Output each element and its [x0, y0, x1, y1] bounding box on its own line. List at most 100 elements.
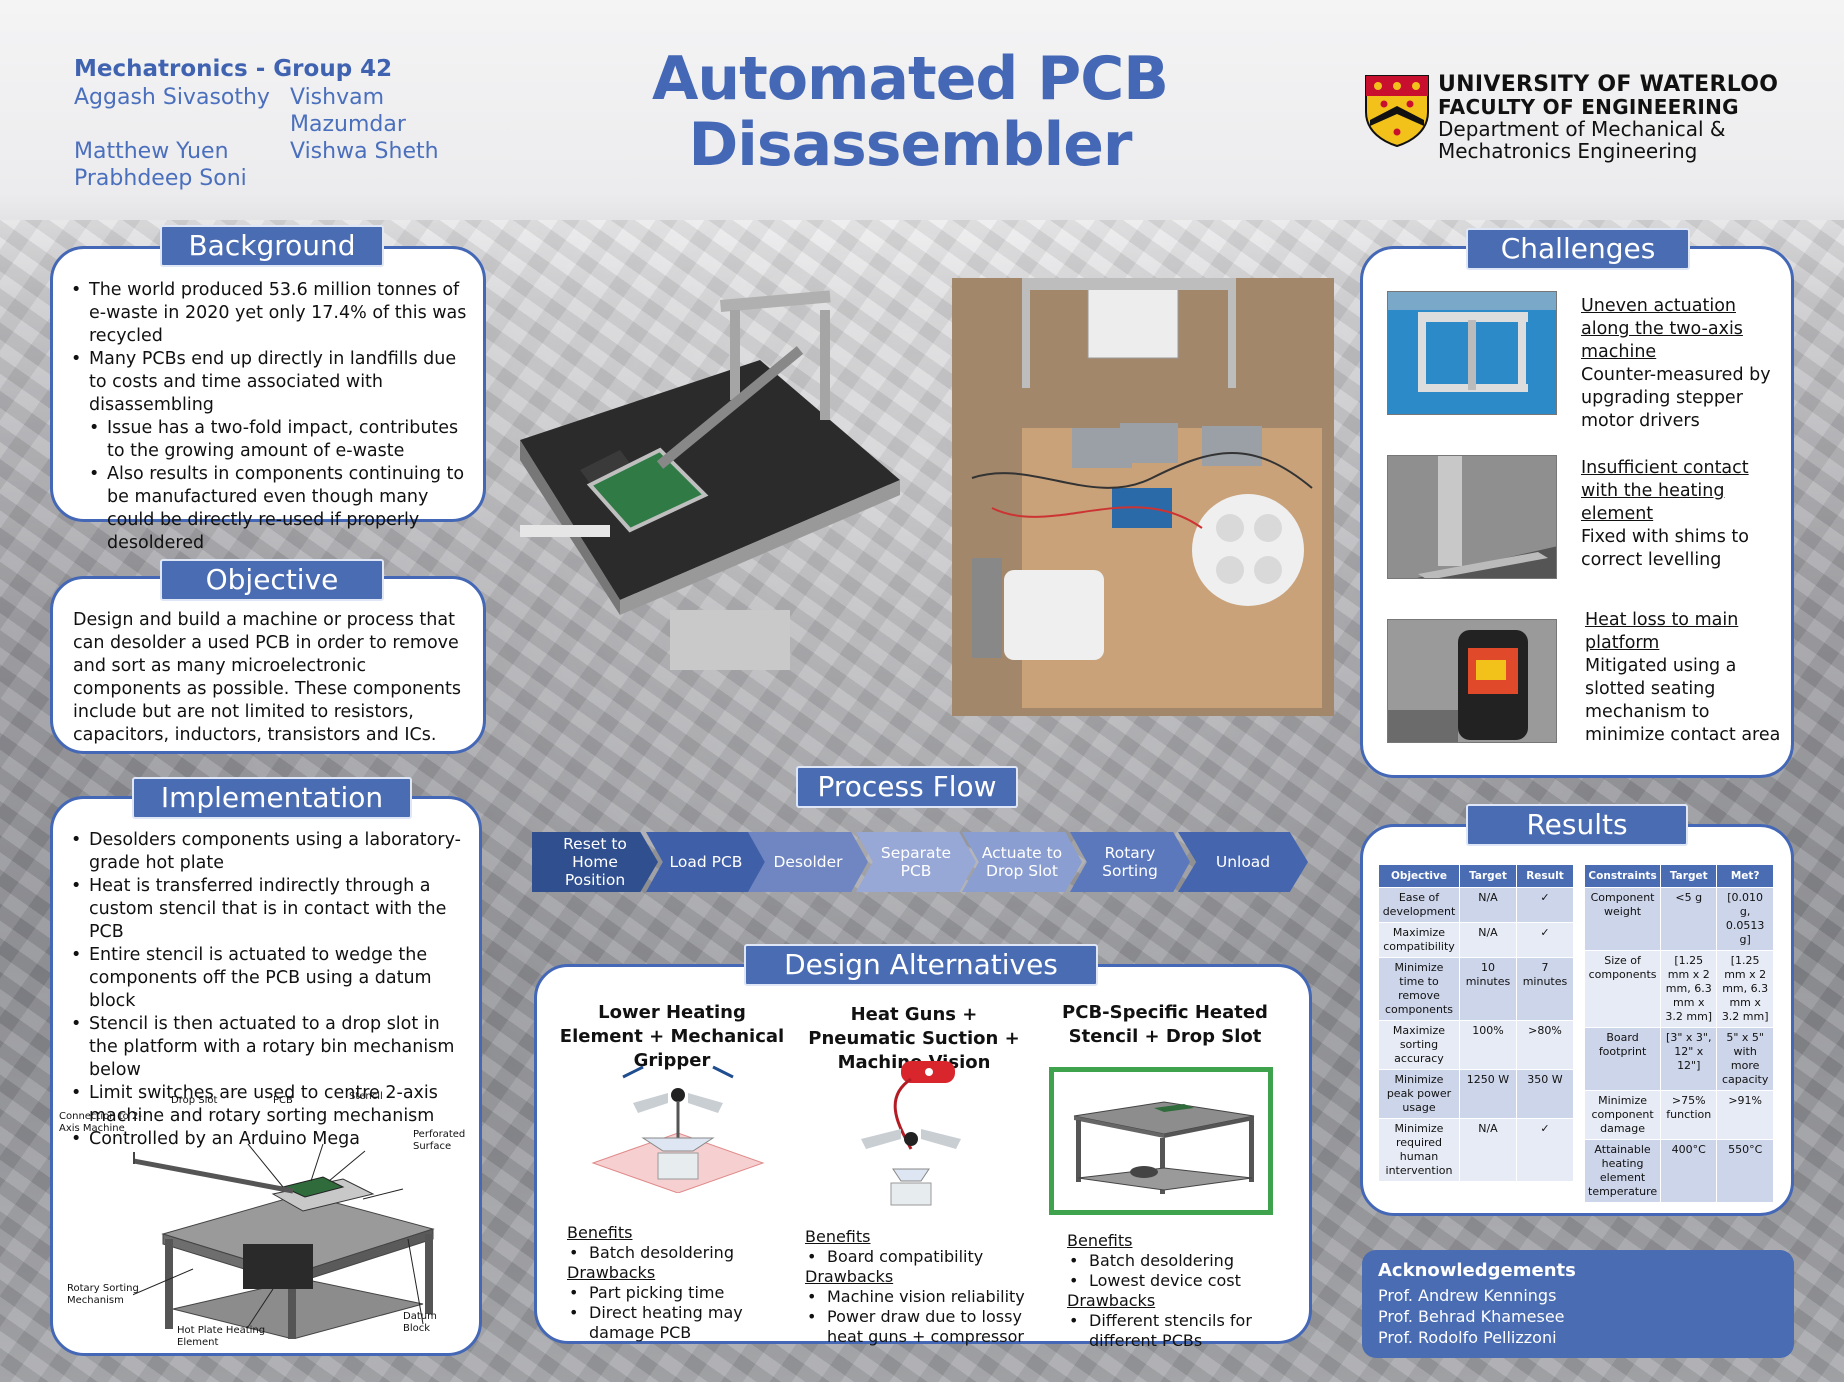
table-cell: [0.010 g, 0.0513 g]	[1716, 887, 1774, 951]
objectives-table: Objective Target Result Ease of development…	[1378, 864, 1575, 1182]
table-cell: N/A	[1458, 1118, 1517, 1182]
title-line-1: Automated PCB	[651, 44, 1169, 114]
table-row: Minimize component damage >75% function >9…	[1583, 1090, 1774, 1140]
label-rotary: Rotary Sorting Mechanism	[67, 1283, 139, 1306]
list-item: Issue has a two-fold impact, contributes…	[69, 417, 469, 463]
challenge-image-2	[1387, 455, 1557, 579]
table-row: Board footprint [3" x 3", 12" x 12"] 5" x …	[1583, 1027, 1774, 1091]
crest-icon	[1365, 75, 1429, 148]
challenges-heading: Challenges	[1466, 228, 1690, 270]
implementation-list: Desolders components using a laboratory-…	[69, 829, 469, 1151]
option-details-1: Benefits Batch desoldering Drawbacks Par…	[567, 1223, 787, 1343]
acknowledgements: Acknowledgements Prof. Andrew Kennings P…	[1362, 1250, 1794, 1358]
gripper-diagram	[591, 1065, 765, 1193]
challenge-image-3	[1387, 619, 1557, 743]
machine-cad-diagram	[133, 1143, 435, 1339]
process-step: Load PCB	[646, 832, 766, 892]
label-perforated: Perforated Surface	[413, 1129, 466, 1152]
label-connection: Connection to 2-Axis Machine	[59, 1111, 142, 1134]
design-alternatives-panel: Lower Heating Element + Mechanical Gripp…	[534, 964, 1312, 1350]
list-item: Many PCBs end up directly in landfills d…	[69, 348, 469, 417]
drawbacks-label: Drawbacks	[567, 1263, 656, 1282]
table-cell: Minimize time to remove components	[1378, 957, 1460, 1021]
drawback-item: Part picking time	[567, 1283, 787, 1303]
background-panel: The world produced 53.6 million tonnes o…	[50, 246, 486, 553]
table-cell: ✓	[1515, 922, 1575, 958]
acknowledgements-heading: Acknowledgements	[1378, 1260, 1576, 1281]
table-cell: ✓	[1515, 1118, 1575, 1182]
challenge-text: Mitigated using a slotted seating mechan…	[1585, 656, 1781, 745]
implementation-heading: Implementation	[132, 777, 412, 819]
faculty-name: FACULTY OF ENGINEERING	[1438, 95, 1739, 119]
list-item: Heat is transferred indirectly through a…	[69, 875, 469, 944]
table-header: Constraints	[1583, 864, 1662, 888]
challenges-panel: Uneven actuation along the two-axis mach…	[1360, 246, 1794, 778]
label-datum: Datum Block	[403, 1311, 437, 1334]
process-flow-heading: Process Flow	[796, 766, 1018, 808]
option-heading-3: PCB-Specific Heated Stencil + Drop Slot	[1062, 1002, 1268, 1047]
table-cell: >91%	[1716, 1090, 1774, 1140]
table-cell: Board footprint	[1583, 1027, 1662, 1091]
author-name: Matthew Yuen	[74, 139, 229, 164]
table-cell: Minimize peak power usage	[1378, 1069, 1460, 1119]
challenge-image-1	[1387, 291, 1557, 415]
table-cell: 550°C	[1716, 1139, 1774, 1203]
table-cell: Component weight	[1583, 887, 1662, 951]
design-alternatives-heading: Design Alternatives	[744, 944, 1098, 986]
group-name: Mechatronics - Group 42	[74, 56, 393, 82]
table-header: Result	[1515, 864, 1575, 888]
option-details-2: Benefits Board compatibility Drawbacks M…	[805, 1227, 1035, 1347]
table-cell: <5 g	[1660, 887, 1718, 951]
challenge-text: Fixed with shims to correct levelling	[1581, 527, 1749, 570]
process-step: Desolder	[748, 832, 868, 892]
benefits-label: Benefits	[567, 1223, 633, 1242]
table-row: Component weight <5 g [0.010 g, 0.0513 g]	[1583, 887, 1774, 951]
benefit-item: Batch desoldering	[1067, 1251, 1297, 1271]
author-block: Mechatronics - Group 42 Aggash Sivasothy…	[74, 56, 504, 192]
table-cell: Attainable heating element temperature	[1583, 1139, 1662, 1203]
table-cell: [1.25 mm x 2 mm, 6.3 mm x 3.2 mm]	[1660, 950, 1718, 1028]
university-name: UNIVERSITY OF WATERLOO	[1438, 72, 1779, 97]
table-row: Maximize sorting accuracy 100% >80%	[1378, 1020, 1575, 1070]
table-header: Target	[1458, 864, 1517, 888]
selected-design-highlight	[1049, 1067, 1273, 1215]
table-cell: N/A	[1458, 887, 1517, 923]
table-header: Met?	[1716, 864, 1774, 888]
option-details-3: Benefits Batch desoldering Lowest device…	[1067, 1231, 1297, 1351]
label-hot-plate: Hot Plate Heating Element	[177, 1325, 266, 1348]
process-step: Rotary Sorting	[1070, 832, 1190, 892]
list-item: Desolders components using a laboratory-…	[69, 829, 469, 875]
process-step: Reset to Home Position	[532, 832, 658, 892]
table-cell: Maximize compatibility	[1378, 922, 1460, 958]
department-line-2: Mechatronics Engineering	[1438, 139, 1698, 163]
objective-heading: Objective	[160, 559, 384, 601]
poster-title: Automated PCB Disassembler	[600, 46, 1220, 178]
table-row: Ease of development N/A ✓	[1378, 887, 1575, 923]
table-cell: Maximize sorting accuracy	[1378, 1020, 1460, 1070]
challenge-item-1: Uneven actuation along the two-axis mach…	[1581, 295, 1777, 433]
benefit-item: Batch desoldering	[567, 1243, 787, 1263]
list-item: Also results in components continuing to…	[69, 463, 469, 555]
process-step: Separate PCB	[856, 832, 976, 892]
label-drop-slot: Drop Slot	[171, 1095, 218, 1106]
table-row: Maximize compatibility N/A ✓	[1378, 922, 1575, 958]
benefits-label: Benefits	[1067, 1231, 1133, 1250]
table-row: Minimize peak power usage 1250 W 350 W	[1378, 1069, 1575, 1119]
table-cell: 7 minutes	[1515, 957, 1575, 1021]
benefits-label: Benefits	[805, 1227, 871, 1246]
table-cell: [3" x 3", 12" x 12"]	[1660, 1027, 1718, 1091]
author-name: Vishwa Sheth	[290, 139, 439, 164]
table-row: Minimize time to remove components 10 min…	[1378, 957, 1575, 1021]
background-list: The world produced 53.6 million tonnes o…	[69, 279, 469, 555]
drawback-item: Different stencils for different PCBs	[1067, 1311, 1297, 1351]
table-cell: N/A	[1458, 922, 1517, 958]
table-cell: >75% function	[1660, 1090, 1718, 1140]
drawback-item: Machine vision reliability	[805, 1287, 1035, 1307]
list-item: The world produced 53.6 million tonnes o…	[69, 279, 469, 348]
title-line-2: Disassembler	[688, 110, 1132, 180]
author-name: Aggash Sivasothy	[74, 85, 270, 110]
table-cell: 5" x 5" with more capacity	[1716, 1027, 1774, 1091]
table-cell: >80%	[1515, 1020, 1575, 1070]
department-line-1: Department of Mechanical &	[1438, 117, 1726, 141]
table-cell: 1250 W	[1458, 1069, 1517, 1119]
